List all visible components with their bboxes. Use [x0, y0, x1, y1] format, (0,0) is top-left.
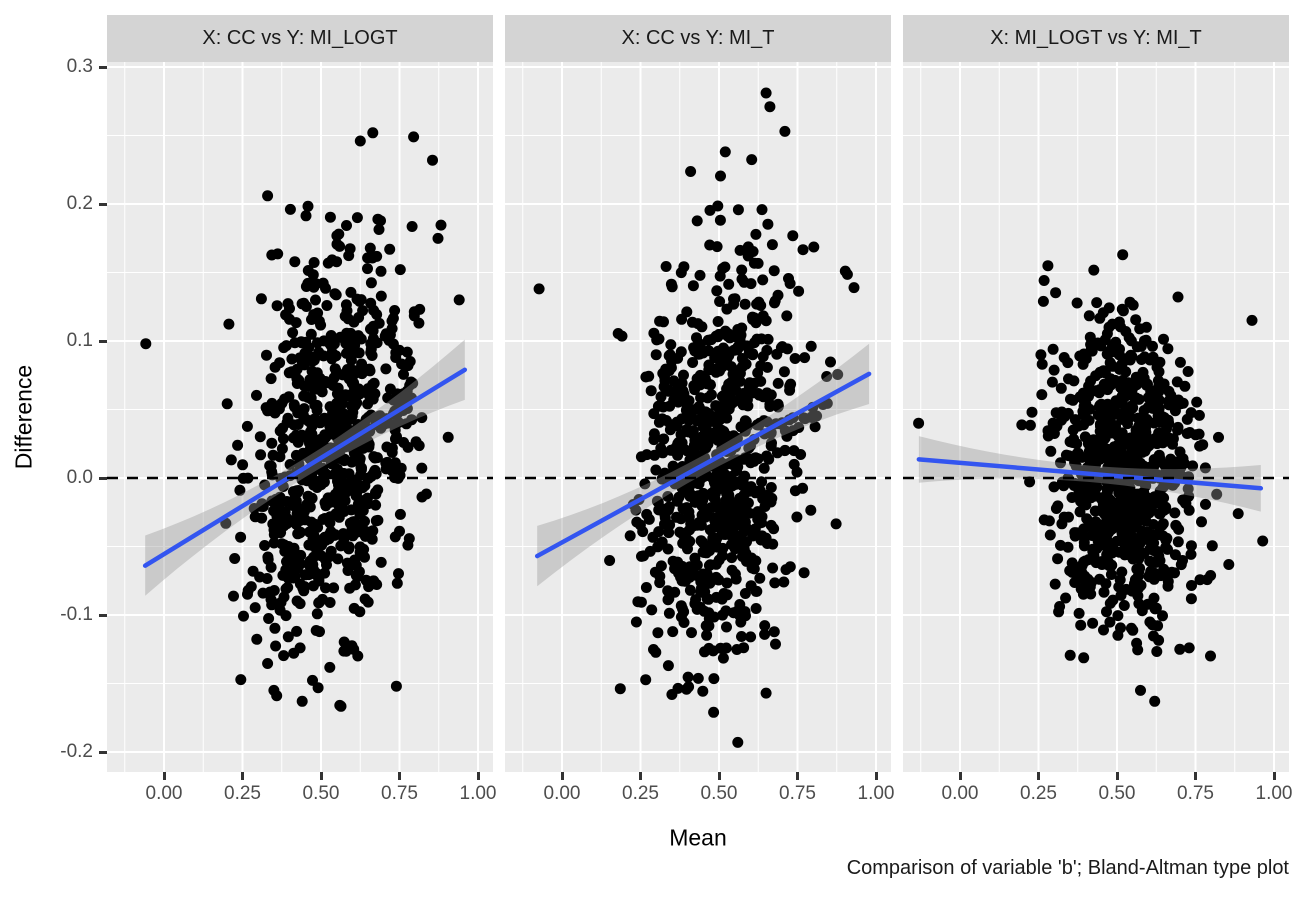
x-tick-label: 0.75: [1177, 783, 1214, 804]
y-tick-mark: [99, 750, 107, 754]
facet-strip: X: MI_LOGT vs Y: MI_T: [903, 15, 1289, 62]
x-tick-label: 1.00: [1255, 783, 1293, 804]
smooth-line: [916, 457, 1264, 491]
facet-panel-cc-vs-mi-t: X: CC vs Y: MI_T 0.00 0.25 0.50 0.75 1.00: [505, 15, 894, 817]
y-tick-label: -0.1: [60, 604, 93, 625]
y-tick-label: 0.2: [66, 193, 93, 214]
facet-panel-mi-logt-vs-mi-t: X: MI_LOGT vs Y: MI_T 0.00 0.25 0.50 0.75 1.…: [903, 15, 1292, 817]
x-axis: 0.00 0.25 0.50 0.75 1.00: [903, 772, 1292, 817]
x-axis-title: Mean: [669, 824, 727, 851]
x-tick-label: 0.50: [700, 783, 738, 804]
y-tick-mark: [99, 476, 107, 480]
x-tick-label: 0.25: [1020, 783, 1057, 804]
x-tick-mark: [958, 772, 962, 780]
x-tick-label: 0.00: [941, 783, 979, 804]
y-tick-mark: [99, 202, 107, 206]
y-tick-label: 0.3: [66, 56, 93, 77]
x-axis: 0.00 0.25 0.50 0.75 1.00: [107, 772, 496, 817]
facet-strip: X: CC vs Y: MI_LOGT: [107, 15, 493, 62]
y-tick-mark: [99, 613, 107, 617]
x-axis: 0.00 0.25 0.50 0.75 1.00: [505, 772, 894, 817]
y-tick-label: -0.2: [60, 741, 93, 762]
x-tick-mark: [796, 772, 799, 780]
x-tick-label: 0.00: [145, 783, 183, 804]
y-tick-label: 0.1: [66, 330, 93, 351]
y-axis: 0.3 0.2 0.1 0.0 -0.1 -0.2: [0, 56, 107, 772]
smooth-line: [534, 371, 872, 559]
x-tick-mark: [1194, 772, 1197, 780]
facet-panel-cc-vs-mi-logt: X: CC vs Y: MI_LOGT 0.00 0.25 0.50 0.75 1.00: [107, 15, 496, 817]
x-tick-mark: [162, 772, 166, 780]
x-tick-mark: [717, 772, 721, 780]
panel-plot: [903, 62, 1289, 772]
x-tick-label: 0.00: [543, 783, 581, 804]
x-tick-mark: [1115, 772, 1119, 780]
scatter-points: [533, 87, 860, 748]
x-tick-label: 0.25: [224, 783, 261, 804]
x-tick-label: 0.50: [302, 783, 340, 804]
y-tick-mark: [99, 339, 107, 343]
x-tick-mark: [398, 772, 401, 780]
x-tick-mark: [874, 772, 878, 780]
x-tick-label: 0.75: [381, 783, 418, 804]
x-tick-mark: [560, 772, 564, 780]
y-tick-label: 0.0: [66, 467, 93, 488]
panel-plot: [505, 62, 891, 772]
x-tick-mark: [639, 772, 642, 780]
panel-plot: [107, 62, 493, 772]
scatter-points: [140, 127, 465, 712]
facet-strip: X: CC vs Y: MI_T: [505, 15, 891, 62]
x-tick-mark: [1037, 772, 1040, 780]
x-tick-label: 0.75: [779, 783, 816, 804]
x-tick-label: 0.25: [622, 783, 659, 804]
x-tick-mark: [1272, 772, 1276, 780]
smooth-line: [142, 367, 468, 568]
x-tick-label: 1.00: [459, 783, 497, 804]
x-tick-mark: [319, 772, 323, 780]
x-tick-mark: [476, 772, 480, 780]
y-tick-mark: [99, 65, 107, 69]
x-tick-mark: [241, 772, 244, 780]
x-tick-label: 0.50: [1098, 783, 1136, 804]
x-tick-label: 1.00: [857, 783, 895, 804]
plot-caption: Comparison of variable 'b'; Bland-Altman…: [846, 857, 1289, 879]
